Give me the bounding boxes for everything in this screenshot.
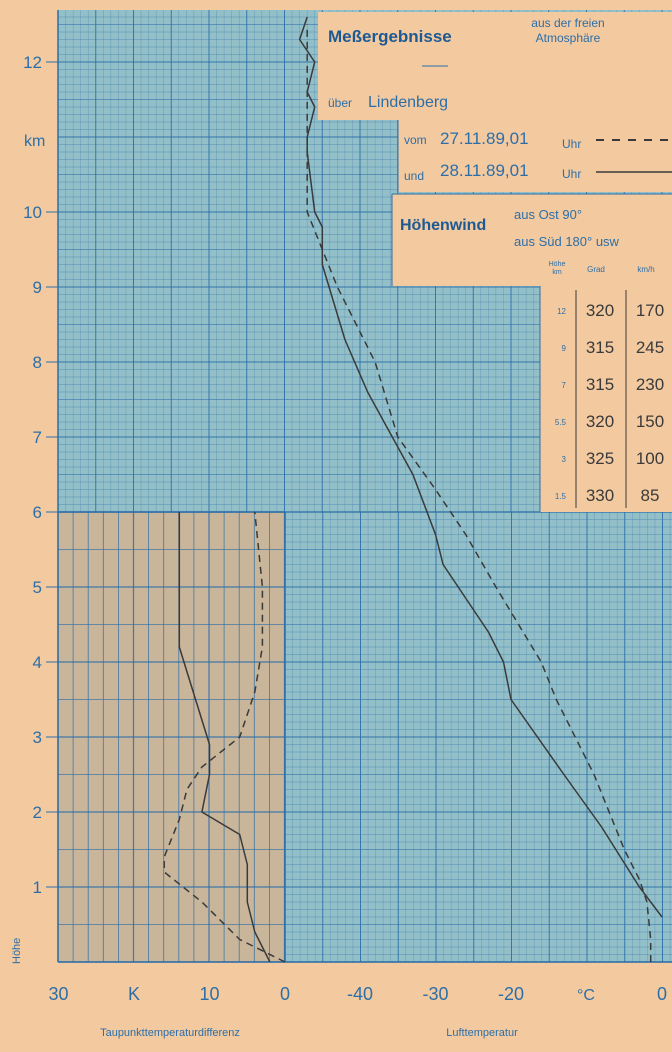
- x-tick-label: -40: [347, 984, 373, 1004]
- wind-row: 3 325 100: [562, 449, 665, 468]
- dewpoint-unit: K: [128, 984, 140, 1004]
- wind-row-height: 7: [562, 381, 567, 390]
- wind-row-height: 1.5: [555, 492, 567, 501]
- wind-table: Höhenwind aus Ost 90° aus Süd 180° usw H…: [391, 193, 672, 512]
- temp-axis-title: Lufttemperatur: [446, 1027, 518, 1039]
- header-title: Meßergebnisse: [328, 27, 452, 46]
- series1-unit: Uhr: [562, 137, 581, 151]
- series1-prefix: vom: [404, 133, 427, 147]
- wind-row-direction: 325: [586, 449, 614, 468]
- wind-row-height: 12: [557, 307, 566, 316]
- location-prefix: über: [328, 96, 352, 110]
- x-tick-label: -30: [422, 984, 448, 1004]
- wind-row: 12 320 170: [557, 301, 664, 320]
- location: Lindenberg: [368, 94, 448, 111]
- wind-row-direction: 320: [586, 301, 614, 320]
- header-subtitle-2: Atmosphäre: [536, 31, 601, 45]
- wind-row-speed: 100: [636, 449, 664, 468]
- y-tick-label: 12: [23, 53, 42, 72]
- air-temperature-series-2-line: [298, 16, 663, 918]
- x-tick-label: 0: [657, 984, 667, 1004]
- wind-row-height: 5.5: [555, 418, 567, 427]
- wind-rows-bg: [540, 286, 672, 512]
- wind-row-speed: 245: [636, 338, 664, 357]
- y-tick-label: 10: [23, 203, 42, 222]
- header-box: Meßergebnisse aus der freien Atmosphäre …: [318, 12, 672, 192]
- plot-lines: [163, 16, 663, 963]
- wind-row-direction: 330: [586, 486, 614, 505]
- wind-col-height-1: Höhe: [549, 261, 566, 268]
- series2-unit: Uhr: [562, 167, 581, 181]
- x-tick-label: 0: [280, 984, 290, 1004]
- wind-row-speed: 150: [636, 412, 664, 431]
- wind-row: 9 315 245: [562, 338, 665, 357]
- wind-header-bg: [392, 194, 672, 286]
- dewpoint-spread-series-2-line: [178, 512, 271, 963]
- wind-col-speed: km/h: [637, 265, 654, 274]
- series2-prefix: und: [404, 169, 424, 183]
- wind-note-2: aus Süd 180° usw: [514, 234, 620, 249]
- y-tick-label: 3: [33, 728, 42, 747]
- y-axis-title: Höhe: [11, 938, 23, 964]
- wind-col-height-2: km: [552, 269, 562, 276]
- x-tick-label: 10: [199, 984, 219, 1004]
- y-tick-label: 5: [33, 578, 42, 597]
- y-tick-label: 7: [33, 428, 42, 447]
- wind-row-direction: 315: [586, 375, 614, 394]
- wind-row: 5.5 320 150: [555, 412, 664, 431]
- y-tick-label: 4: [33, 653, 42, 672]
- y-tick-label: 2: [33, 803, 42, 822]
- x-tick-label: 30: [48, 984, 68, 1004]
- wind-row-height: 3: [562, 455, 567, 464]
- wind-note-1: aus Ost 90°: [514, 207, 582, 222]
- y-tick-label: 1: [33, 878, 42, 897]
- wind-row-direction: 320: [586, 412, 614, 431]
- wind-col-direction: Grad: [587, 265, 605, 274]
- wind-title: Höhenwind: [400, 217, 486, 234]
- y-tick-label: 9: [33, 278, 42, 297]
- y-unit: km: [24, 133, 45, 150]
- wind-row-speed: 170: [636, 301, 664, 320]
- y-tick-label: 6: [33, 503, 42, 522]
- header-subtitle-1: aus der freien: [531, 16, 604, 30]
- wind-row-height: 9: [562, 344, 567, 353]
- air-temperature-series-1-line: [306, 24, 652, 962]
- wind-row-speed: 230: [636, 375, 664, 394]
- wind-row: 1.5 330 85: [555, 486, 660, 505]
- series1-date: 27.11.89,01: [440, 129, 529, 148]
- dewpoint-axis-title: Taupunkttemperaturdifferenz: [100, 1027, 240, 1039]
- y-tick-label: 8: [33, 353, 42, 372]
- wind-row-speed: 85: [641, 486, 660, 505]
- wind-rows: 12 320 170 9 315 245 7 315 230 5.5 320 150 3 325 100 1.…: [555, 301, 664, 505]
- wind-row-direction: 315: [586, 338, 614, 357]
- header-box-bg: [318, 12, 672, 120]
- legend-box-bg: [398, 120, 672, 192]
- temp-unit: °C: [577, 987, 595, 1004]
- x-tick-label: -20: [498, 984, 524, 1004]
- wind-row: 7 315 230: [562, 375, 665, 394]
- series2-date: 28.11.89,01: [440, 161, 529, 180]
